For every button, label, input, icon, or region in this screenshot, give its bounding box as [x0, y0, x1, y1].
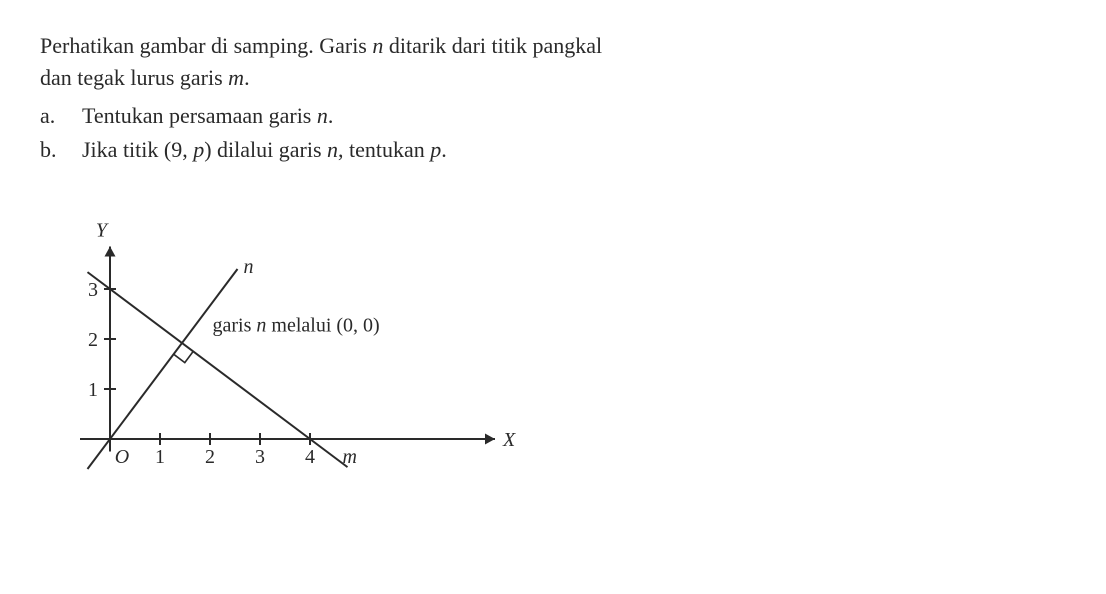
question-list: a. Tentukan persamaan garis n. b. Jika t…	[40, 100, 1040, 166]
b-var-p2: p	[430, 137, 441, 162]
x-tick-label: 4	[305, 446, 315, 468]
a-text-1: Tentukan persamaan garis	[82, 103, 317, 128]
y-tick-label: 3	[88, 279, 98, 301]
b-var-n: n	[327, 137, 338, 162]
x-axis-arrow	[485, 433, 495, 444]
x-tick-label: 1	[155, 446, 165, 468]
a-var-n: n	[317, 103, 328, 128]
x-tick-label: 2	[205, 446, 215, 468]
b-var-p: p	[193, 137, 204, 162]
item-a-label: a.	[40, 100, 64, 132]
right-angle-marker	[174, 351, 194, 362]
figure: 1 2 3 4 1 2 3 X Y Om n garis n melalui (0, 0)	[50, 194, 1066, 493]
b-text-4: .	[441, 137, 447, 162]
a-text-2: .	[328, 103, 334, 128]
y-tick-label: 1	[88, 379, 98, 401]
item-a: a. Tentukan persamaan garis n.	[40, 100, 1040, 132]
intro-line-2: dan tegak lurus garis m.	[40, 62, 1040, 94]
intro-text-2b: .	[244, 65, 250, 90]
x-tick-label: 3	[255, 446, 265, 468]
x-axis-label: X	[502, 429, 516, 451]
annotation-text: garis n melalui (0, 0)	[213, 314, 380, 336]
intro-text-2a: dan tegak lurus garis	[40, 65, 228, 90]
y-tick-label: 2	[88, 329, 98, 351]
item-b: b. Jika titik (9, p) dilalui garis n, te…	[40, 134, 1040, 166]
line-n-label: n	[244, 256, 254, 278]
item-b-label: b.	[40, 134, 64, 166]
y-axis-arrow	[105, 246, 116, 256]
problem-text: Perhatikan gambar di samping. Garis n di…	[40, 30, 1040, 166]
b-text-1: Jika titik (9,	[82, 137, 193, 162]
b-text-2: ) dilalui garis	[204, 137, 327, 162]
y-axis-label: Y	[96, 219, 109, 241]
var-n: n	[372, 33, 383, 58]
intro-text-1: Perhatikan gambar di samping. Garis	[40, 33, 372, 58]
item-a-text: Tentukan persamaan garis n.	[82, 100, 333, 132]
line-m	[88, 272, 348, 467]
intro-text-1b: ditarik dari titik pangkal	[383, 33, 602, 58]
origin-label: O	[115, 446, 129, 468]
b-text-3: , tentukan	[338, 137, 430, 162]
line-m-label: m	[343, 446, 357, 468]
coordinate-diagram: 1 2 3 4 1 2 3 X Y Om n garis n melalui (0, 0)	[50, 194, 570, 484]
intro-line-1: Perhatikan gambar di samping. Garis n di…	[40, 30, 1040, 62]
var-m: m	[228, 65, 244, 90]
item-b-text: Jika titik (9, p) dilalui garis n, tentu…	[82, 134, 447, 166]
